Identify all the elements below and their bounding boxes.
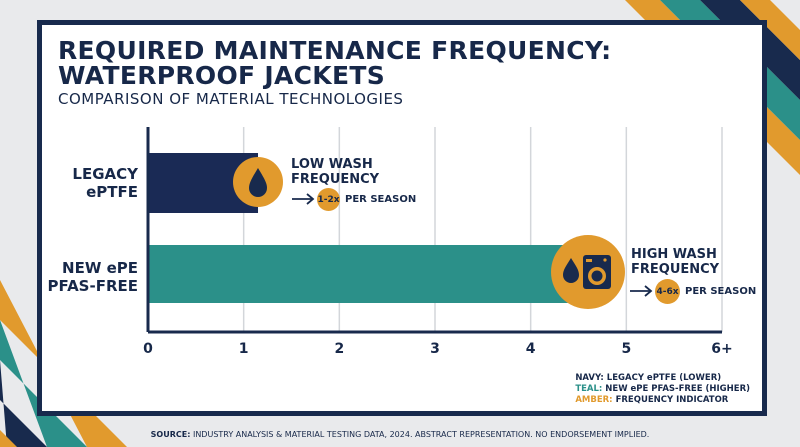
bars (148, 153, 574, 303)
arrow-right-icon (292, 193, 653, 297)
source-note: SOURCE: INDUSTRY ANALYSIS & MATERIAL TES… (0, 430, 800, 439)
annotation-title: HIGH WASH FREQUENCY (631, 247, 720, 277)
annotation-title: LOW WASH FREQUENCY (291, 157, 380, 187)
category-label: LEGACY ePTFE (72, 165, 138, 201)
legend-item: NAVY: LEGACY ePTFE (LOWER) (575, 373, 750, 384)
legend: NAVY: LEGACY ePTFE (LOWER) TEAL: NEW ePE… (575, 373, 750, 406)
frequency-text: PER SEASON (345, 194, 417, 205)
frequency-badge: 1-2x (317, 188, 340, 211)
x-tick-label: 1 (238, 341, 249, 357)
legend-text: NEW ePE PFAS-FREE (HIGHER) (605, 384, 750, 394)
legend-item: TEAL: NEW ePE PFAS-FREE (HIGHER) (575, 384, 750, 395)
annotation-frequency: 4-6x PER SEASON (655, 279, 756, 304)
frequency-badge: 4-6x (655, 279, 680, 304)
x-tick-label: 6+ (711, 341, 733, 357)
legend-key: AMBER: (575, 395, 613, 405)
source-text: INDUSTRY ANALYSIS & MATERIAL TESTING DAT… (192, 430, 650, 439)
chart-title: REQUIRED MAINTENANCE FREQUENCY: WATERPRO… (58, 36, 612, 90)
water-drop-icon (233, 157, 283, 207)
annotation-frequency: 1-2x PER SEASON (317, 188, 416, 211)
legend-item: AMBER: FREQUENCY INDICATOR (575, 395, 750, 406)
washing-machine-icon (551, 235, 625, 309)
legend-key: NAVY: (575, 373, 604, 383)
x-tick-label: 5 (621, 341, 632, 357)
x-tick-label: 3 (430, 341, 440, 357)
category-label: NEW ePE PFAS-FREE (47, 259, 138, 295)
legend-text: FREQUENCY INDICATOR (615, 395, 729, 405)
legend-key: TEAL: (575, 384, 603, 394)
x-tick-label: 4 (525, 341, 536, 357)
bar (148, 245, 574, 303)
x-tick-label: 0 (143, 341, 153, 357)
frequency-text: PER SEASON (685, 286, 757, 297)
legend-text: LEGACY ePTFE (LOWER) (606, 373, 722, 383)
chart-frame (37, 20, 767, 416)
chart-subtitle: COMPARISON OF MATERIAL TECHNOLOGIES (58, 90, 404, 108)
x-tick-label: 2 (334, 341, 345, 357)
source-label: SOURCE: (150, 430, 191, 439)
